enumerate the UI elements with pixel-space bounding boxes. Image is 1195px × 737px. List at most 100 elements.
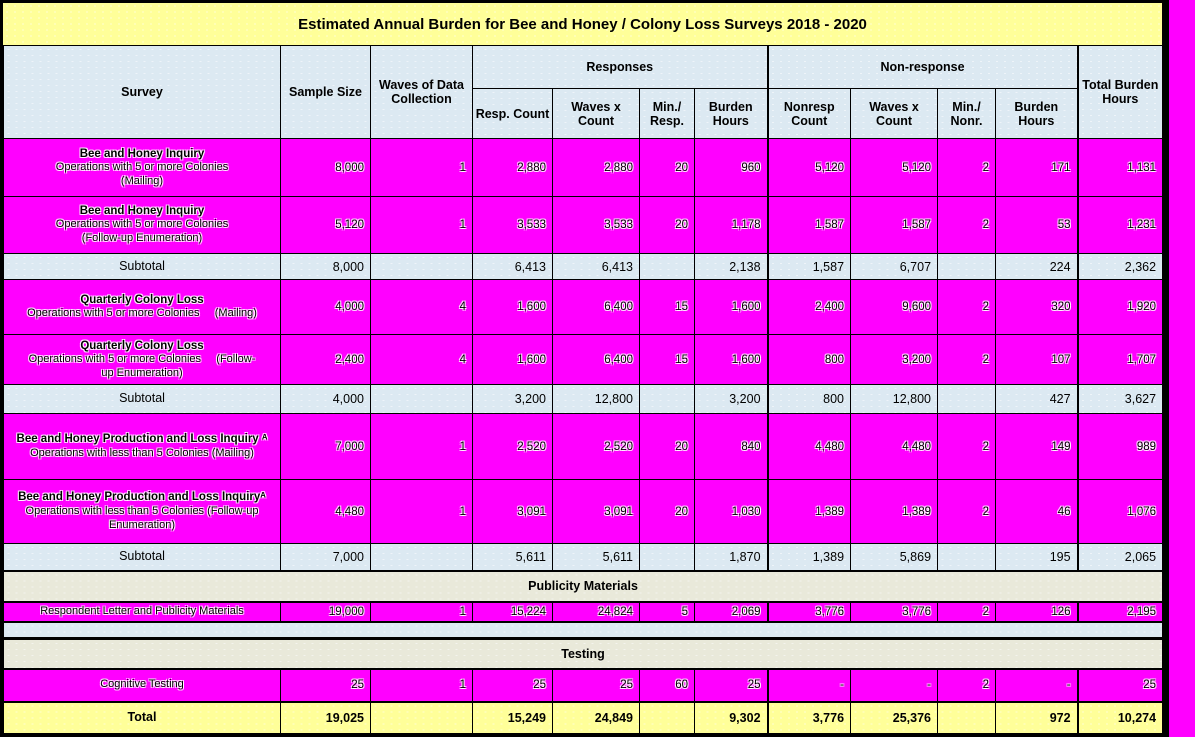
cell-nonresp-waves-x-count: 3,200 [850, 334, 939, 385]
cell-sample-size: 19,025 [280, 700, 371, 734]
survey-name-cell: Respondent Letter and Publicity Material… [3, 601, 281, 622]
cell-resp-burden-hours: 2,069 [693, 601, 769, 622]
col-header-min-per-nonr: Min./ Nonr. [937, 88, 997, 139]
cell-nonresp-count: 1,587 [766, 253, 852, 280]
cell-resp-count: 2,520 [472, 413, 553, 480]
cell-resp-burden-hours: 1,870 [693, 543, 769, 571]
cell-nonresp-count: 800 [766, 334, 852, 385]
col-group-responses: Responses [471, 45, 769, 89]
table-row: Bee and Honey Production and Loss Inquir… [3, 413, 1164, 480]
spacer-row [2, 620, 1164, 640]
cell-min-per-nonr: 2 [937, 601, 997, 622]
cell-min-per-nonr [937, 700, 997, 734]
cell-resp-count: 3,091 [472, 479, 553, 544]
cell-min-per-nonr [937, 384, 997, 414]
cell-nonresp-waves-x-count: - [850, 668, 939, 702]
cell-min-per-resp: 60 [639, 668, 695, 702]
survey-subtitle: Operations with 5 or more Colonies (Foll… [28, 352, 256, 365]
survey-name-cell: Subtotal [3, 253, 281, 280]
cell-nonresp-count: 4,480 [766, 413, 852, 480]
table-row: Publicity Materials [2, 569, 1164, 603]
cell-nonresp-burden-hours: 171 [995, 138, 1079, 197]
cell-nonresp-waves-x-count: 12,800 [850, 384, 939, 414]
cell-nonresp-burden-hours: 46 [995, 479, 1079, 544]
cell-min-per-resp [639, 384, 695, 414]
cell-resp-waves-x-count: 6,400 [552, 279, 640, 335]
cell-sample-size: 7,000 [280, 413, 371, 480]
cell-resp-waves-x-count: 25 [552, 668, 640, 702]
cell-resp-burden-hours: 3,200 [693, 384, 769, 414]
section-header: Publicity Materials [2, 569, 1164, 603]
row-label: Subtotal [119, 548, 165, 563]
survey-name-cell: Quarterly Colony Loss Operations with 5 o… [3, 279, 281, 335]
cell-total-burden-hours: 1,920 [1076, 279, 1164, 335]
table-row: Respondent Letter and Publicity Material… [3, 601, 1164, 622]
cell-waves-of-data-collection [370, 543, 473, 571]
survey-name-cell: Subtotal [3, 543, 281, 571]
table-body: Bee and Honey Inquiry Operations with 5 o… [2, 138, 1164, 734]
survey-subtitle: (Mailing) [120, 174, 164, 187]
cell-resp-count: 3,533 [472, 196, 553, 254]
cell-resp-waves-x-count: 2,880 [552, 138, 640, 197]
table-row: Bee and Honey Inquiry Operations with 5 o… [3, 196, 1164, 254]
cell-resp-count: 1,600 [472, 334, 553, 385]
cell-total-burden-hours: 1,131 [1076, 138, 1164, 197]
table-row: Total 19,025 15,249 24,849 9,302 3,776 25,376 9… [3, 700, 1164, 734]
survey-subtitle: Operations with less than 5 Colonies (Fo… [25, 505, 259, 531]
survey-title: Quarterly Colony Loss [80, 293, 204, 306]
cell-nonresp-count: 1,389 [766, 543, 852, 571]
cell-waves-of-data-collection [370, 384, 473, 414]
cell-nonresp-count: 3,776 [766, 700, 852, 734]
cell-resp-waves-x-count: 5,611 [552, 543, 640, 571]
cell-sample-size: 4,480 [280, 479, 371, 544]
cell-min-per-nonr: 2 [937, 413, 997, 480]
cell-nonresp-burden-hours: 972 [995, 700, 1079, 734]
cell-sample-size: 19,000 [280, 601, 371, 622]
cell-min-per-nonr: 2 [937, 138, 997, 197]
cell-min-per-nonr: 2 [937, 196, 997, 254]
cell-total-burden-hours: 10,274 [1076, 700, 1164, 734]
survey-subtitle: Operations with 5 or more Colonies (Mail… [27, 307, 257, 320]
cell-resp-count: 25 [472, 668, 553, 702]
cell-total-burden-hours: 1,707 [1076, 334, 1164, 385]
survey-name-cell: Quarterly Colony Loss Operations with 5 o… [3, 334, 281, 385]
cell-resp-burden-hours: 840 [693, 413, 769, 480]
cell-sample-size: 8,000 [280, 138, 371, 197]
cell-min-per-resp: 15 [639, 279, 695, 335]
cell-min-per-nonr: 2 [937, 279, 997, 335]
cell-resp-burden-hours: 1,600 [693, 279, 769, 335]
table-row: Bee and Honey Production and Loss Inquir… [3, 479, 1164, 544]
cell-total-burden-hours: 2,362 [1076, 253, 1164, 280]
cell-resp-waves-x-count: 3,533 [552, 196, 640, 254]
cell-resp-waves-x-count: 6,413 [552, 253, 640, 280]
row-label: Total [127, 709, 157, 724]
cell-nonresp-count: - [766, 668, 852, 702]
burden-table: Survey Sample Size Waves of Data Collect… [2, 45, 1164, 734]
col-header-survey: Survey [3, 45, 281, 139]
cell-nonresp-burden-hours: - [995, 668, 1079, 702]
cell-min-per-nonr: 2 [937, 334, 997, 385]
cell-nonresp-burden-hours: 224 [995, 253, 1079, 280]
cell-min-per-resp [639, 543, 695, 571]
cell-nonresp-burden-hours: 126 [995, 601, 1079, 622]
cell-waves-of-data-collection: 1 [370, 413, 473, 480]
cell-nonresp-waves-x-count: 1,587 [850, 196, 939, 254]
survey-subtitle: up Enumeration) [101, 366, 183, 379]
table-row: Subtotal 7,000 5,611 5,611 1,870 1,389 5,869 19… [3, 543, 1164, 571]
cell-sample-size: 5,120 [280, 196, 371, 254]
cell-waves-of-data-collection [370, 700, 473, 734]
col-header-waves-of-data-collection: Waves of Data Collection [370, 45, 473, 139]
survey-subtitle: Operations with less than 5 Colonies (Ma… [30, 447, 254, 459]
survey-name-cell: Bee and Honey Inquiry Operations with 5 o… [3, 196, 281, 254]
cell-waves-of-data-collection: 1 [370, 196, 473, 254]
cell-min-per-resp: 20 [639, 196, 695, 254]
cell-waves-of-data-collection: 4 [370, 279, 473, 335]
cell-sample-size: 4,000 [280, 384, 371, 414]
cell-min-per-resp: 20 [639, 479, 695, 544]
cell-nonresp-burden-hours: 320 [995, 279, 1079, 335]
cell-total-burden-hours: 989 [1076, 413, 1164, 480]
cell-resp-burden-hours: 2,138 [693, 253, 769, 280]
cell-nonresp-waves-x-count: 4,480 [850, 413, 939, 480]
cell-resp-count: 3,200 [472, 384, 553, 414]
cell-waves-of-data-collection: 1 [370, 479, 473, 544]
